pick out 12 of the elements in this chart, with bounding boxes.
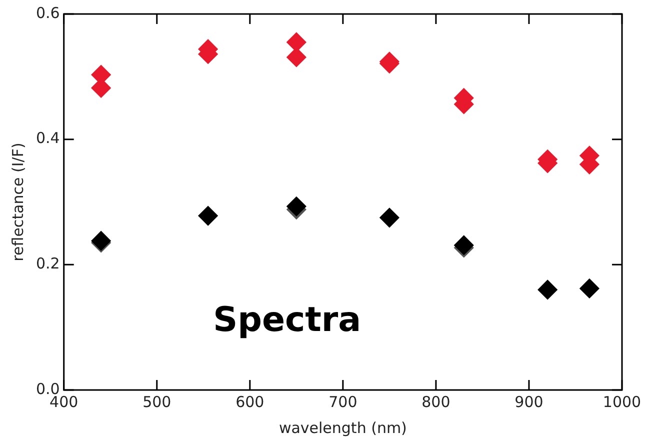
x-axis-title: wavelength (nm): [278, 418, 407, 437]
x-tick-label: 500: [142, 392, 172, 411]
x-tick-label: 700: [328, 392, 358, 411]
annotation: Spectra: [213, 300, 362, 340]
x-tick-label: 600: [236, 392, 264, 411]
x-tick-label: 900: [514, 392, 544, 411]
y-tick-label: 0.2: [36, 254, 60, 273]
y-axis-title: reflectance (I/F): [8, 142, 27, 262]
x-tick-label: 1000: [602, 392, 642, 411]
x-tick-label: 800: [422, 392, 450, 411]
y-tick-label: 0.4: [36, 129, 60, 148]
y-tick-label: 0.6: [36, 4, 60, 22]
